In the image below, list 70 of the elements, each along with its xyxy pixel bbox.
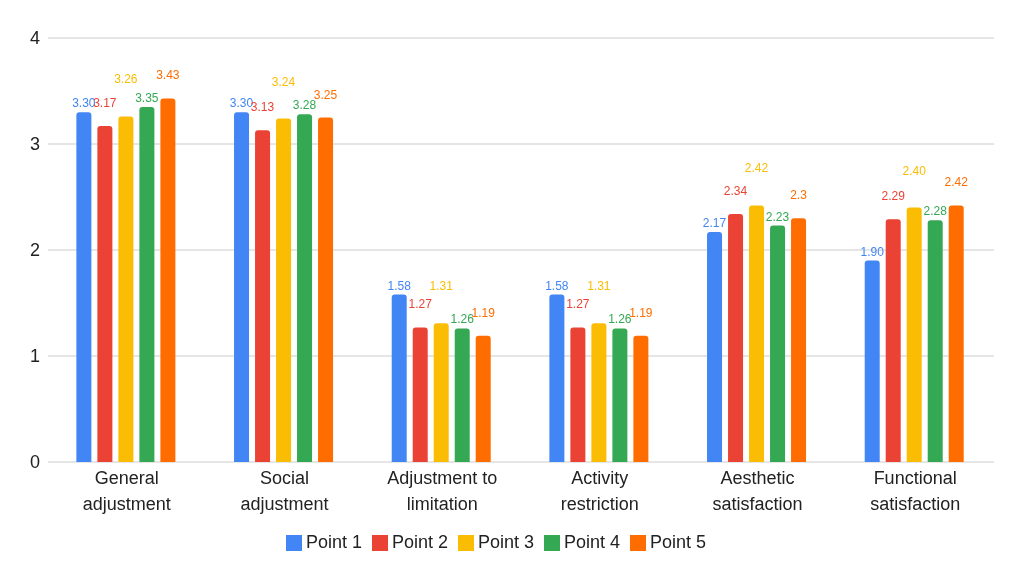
bar [906,207,922,462]
bar [255,130,271,462]
data-label: 2.29 [881,189,906,204]
bar [276,118,292,462]
data-label: 3.43 [156,68,180,83]
bar [864,260,880,462]
bar [728,213,744,462]
data-label: 2.42 [944,175,969,190]
bar [707,231,723,462]
bar [570,327,586,462]
bar [160,98,176,462]
x-tick-label: Activity restriction [560,468,639,514]
y-tick-label: 3 [29,134,40,155]
bar [433,323,449,462]
bar [927,220,943,462]
x-tick-label: Aesthetic satisfaction [712,468,803,514]
data-label: 3.30 [72,96,96,111]
bar [948,205,964,462]
legend-label: Point 4 [564,532,621,552]
data-label: 3.17 [93,95,117,110]
data-label: 1.27 [408,297,433,312]
data-label: 1.90 [860,244,885,259]
data-label: 3.26 [114,72,138,87]
data-label: 3.28 [292,98,317,113]
bar [391,294,407,462]
bar [633,335,649,462]
data-label: 1.27 [566,297,590,312]
y-tick-label: 2 [29,240,40,261]
data-label: 3.24 [271,74,296,89]
bar [549,294,565,462]
x-tick-label: Adjustment to limitation [387,468,498,514]
bar [791,218,807,462]
bar [454,328,470,462]
data-label: 1.26 [608,312,632,327]
bar [412,327,428,462]
legend-label: Point 5 [650,532,707,552]
data-label: 3.35 [135,90,159,105]
x-tick-label: Social adjustment [240,468,329,514]
data-label: 2.17 [702,215,727,230]
data-label: 2.42 [744,161,769,176]
data-label: 2.23 [765,209,790,224]
bar [475,335,491,462]
y-tick-label: 1 [29,346,40,367]
bar [770,225,786,462]
bar [139,106,155,462]
data-label: 2.40 [902,163,927,178]
legend-label: Point 2 [391,532,448,552]
data-label: 2.34 [723,183,748,198]
x-tick-label: General adjustment [82,468,171,514]
bar [76,112,92,462]
bar [318,117,334,462]
data-label: 2.3 [790,188,808,203]
x-tick-label: Functional satisfaction [870,468,961,514]
bar [118,116,134,462]
legend-label: Point 1 [305,532,362,552]
data-label: 1.31 [429,279,454,294]
data-label: 1.58 [387,278,412,293]
bar [97,125,113,462]
bar [297,114,313,462]
bar [885,219,901,462]
bar [612,328,628,462]
data-label: 2.28 [923,204,948,219]
y-tick-label: 4 [29,28,40,49]
bar [234,112,250,462]
data-label: 1.58 [545,278,569,293]
data-label: 1.31 [587,279,611,294]
y-tick-label: 0 [29,452,40,473]
legend-label: Point 3 [477,532,535,552]
bar [749,205,765,462]
bar [591,323,607,462]
